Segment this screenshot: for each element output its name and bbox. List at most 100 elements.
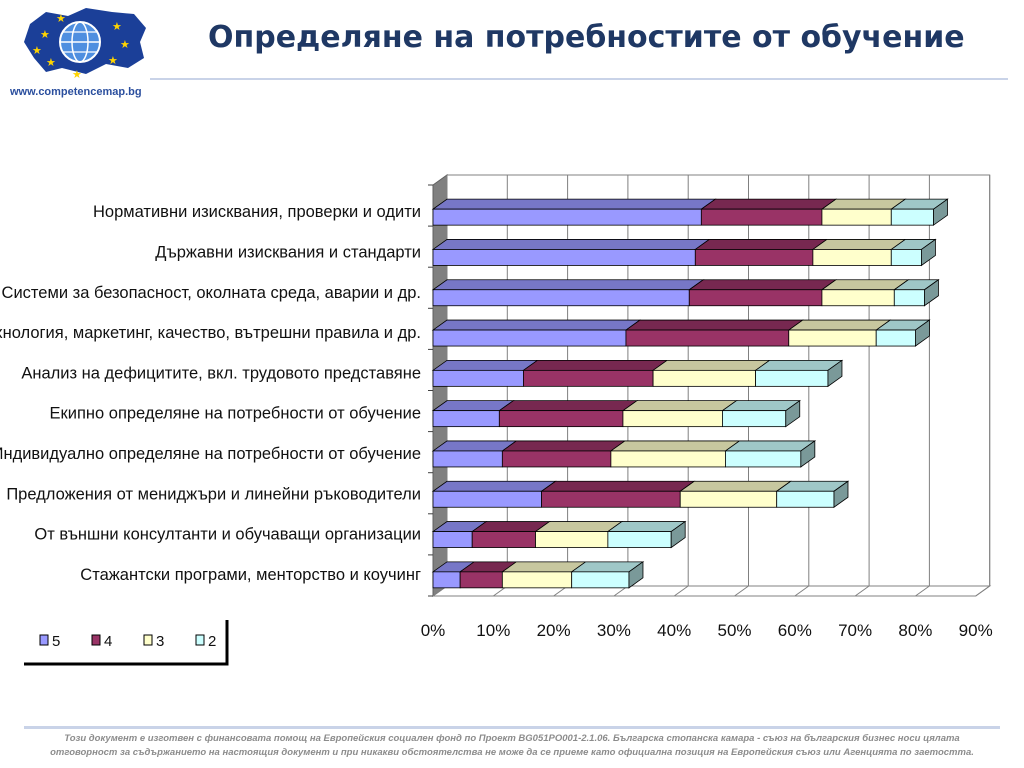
bar-end-face: [933, 198, 948, 226]
bar-segment: [890, 198, 949, 226]
competencemap-logo: ★ ★ ★ ★ ★ ★ ★ ★: [24, 8, 146, 81]
bar-top-face: [431, 239, 711, 250]
bar-front-face: [432, 369, 524, 387]
bar-front-face: [821, 208, 892, 226]
bar-segment: [501, 561, 587, 589]
bar-front-face: [610, 450, 726, 468]
bar-front-face: [893, 289, 925, 307]
x-tick-label: 70%: [838, 621, 872, 640]
bar-front-face: [688, 289, 823, 307]
x-tick-label: 0%: [421, 621, 446, 640]
bar-front-face: [788, 329, 877, 347]
bar-segment: [431, 359, 539, 387]
bar-segment: [431, 279, 705, 307]
footer-divider: [24, 726, 1000, 729]
bar-front-face: [432, 329, 627, 347]
floor-tick: [915, 585, 930, 597]
bar-segment: [724, 440, 817, 468]
bar-end-face: [628, 561, 644, 589]
x-tick-label: 40%: [657, 621, 691, 640]
bar-top-face: [621, 400, 738, 412]
bar-top-face: [624, 319, 805, 331]
chart-bars: [431, 198, 949, 589]
x-tick-label: 50%: [717, 621, 751, 640]
bar-segment: [431, 480, 557, 508]
bar-segment: [431, 319, 642, 347]
category-label: Системи за безопасност, околната среда, …: [2, 284, 421, 302]
x-tick-label: 30%: [597, 621, 631, 640]
svg-text:★: ★: [56, 13, 66, 25]
bar-front-face: [432, 490, 542, 508]
bar-segment: [820, 198, 907, 226]
bar-front-face: [432, 249, 696, 266]
bar-front-face: [625, 329, 790, 347]
category-label: Анализ на дефицитите, вкл. трудовото пре…: [21, 364, 421, 382]
floor-tick: [975, 585, 990, 597]
bar-front-face: [535, 531, 609, 548]
bar-top-face: [811, 239, 907, 250]
bar-front-face: [890, 249, 922, 266]
bar-front-face: [459, 571, 503, 589]
site-url[interactable]: www.competencemap.bg: [10, 86, 142, 98]
bar-front-face: [812, 249, 892, 266]
bar-front-face: [722, 410, 787, 428]
bar-end-face: [800, 440, 816, 468]
bar-end-face: [670, 520, 686, 549]
bar-front-face: [571, 571, 630, 589]
category-label: Стажантски програми, менторство и коучин…: [80, 566, 421, 584]
bar-top-face: [431, 359, 539, 371]
svg-text:★: ★: [72, 69, 82, 81]
svg-text:★: ★: [46, 57, 56, 69]
x-tick-label: 20%: [537, 621, 571, 640]
bar-end-face: [921, 238, 936, 267]
category-label: Нормативни изисквания, проверки и одити: [93, 203, 421, 221]
bar-front-face: [432, 571, 461, 589]
bar-top-face: [754, 359, 844, 371]
bar-top-face: [688, 279, 838, 291]
bar-segment: [678, 480, 792, 508]
footer-line-1: Този документ е изготвен с финансовата п…: [64, 733, 960, 744]
bar-segment: [540, 480, 696, 508]
footer-line-2: отговорност за съдържанието на настоящия…: [50, 747, 974, 758]
x-axis-tick-labels: 0% 10% 20% 30% 40% 50% 60% 70% 80% 90%: [421, 621, 993, 640]
bar-front-face: [432, 410, 500, 428]
bar-top-face: [431, 319, 642, 331]
bar-front-face: [890, 208, 934, 226]
category-label: От външни консултанти и обучаващи органи…: [34, 526, 421, 544]
bar-front-face: [776, 490, 835, 508]
bar-front-face: [471, 531, 536, 548]
bar-segment: [787, 319, 892, 347]
bar-top-face: [522, 359, 669, 371]
bar-top-face: [431, 198, 717, 210]
bar-segment: [431, 440, 518, 468]
bar-end-face: [785, 399, 801, 428]
bar-front-face: [432, 289, 690, 307]
bar-front-face: [432, 531, 473, 548]
bar-front-face: [432, 450, 503, 468]
bar-segment: [700, 198, 838, 226]
bar-top-face: [498, 400, 639, 412]
bar-front-face: [679, 490, 778, 508]
legend-label: 4: [104, 633, 112, 650]
page-title: Определяне на потребностите от обучение: [208, 20, 965, 55]
bar-segment: [522, 359, 669, 387]
legend-swatch: [91, 634, 101, 646]
bar-front-face: [652, 369, 757, 387]
bar-segment: [498, 400, 639, 428]
bar-front-face: [821, 289, 895, 307]
header-divider: [150, 78, 1008, 80]
bar-segment: [621, 400, 738, 428]
bar-segment: [501, 440, 627, 468]
bar-top-face: [501, 440, 627, 452]
bar-front-face: [501, 571, 573, 589]
bar-front-face: [607, 531, 672, 548]
legend-box: [24, 622, 227, 664]
bar-segment: [609, 440, 741, 468]
legend-swatch: [143, 634, 153, 646]
footer-disclaimer: Този документ е изготвен с финансовата п…: [40, 732, 984, 760]
svg-text:★: ★: [112, 21, 122, 33]
bar-front-face: [700, 208, 823, 226]
bar-segment: [688, 279, 838, 307]
bar-segment: [431, 400, 515, 428]
